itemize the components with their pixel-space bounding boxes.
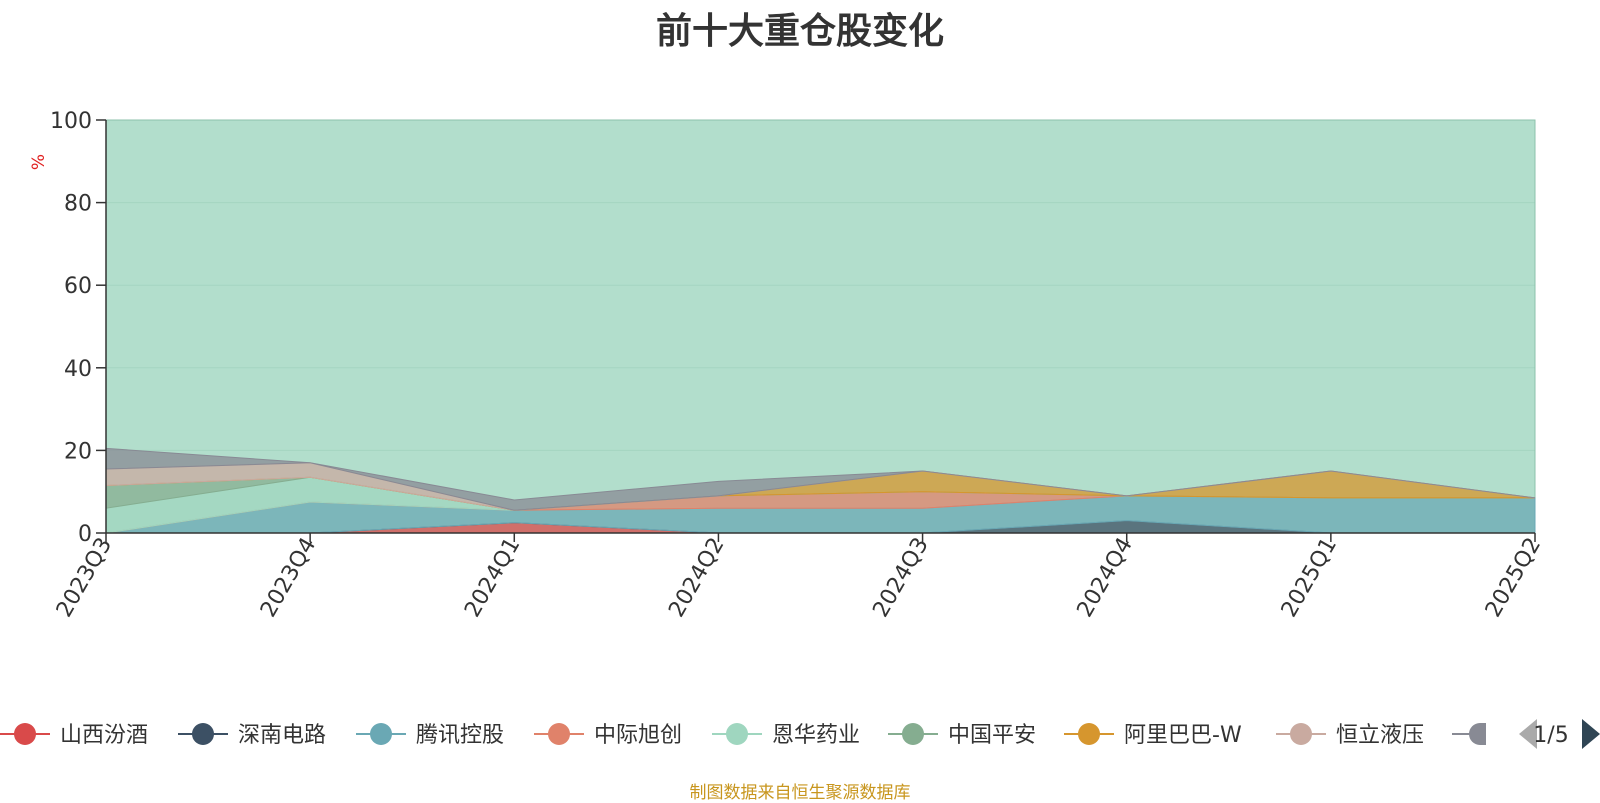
legend-marker [726, 723, 748, 745]
legend-item-5[interactable]: 中国平安 [888, 723, 1036, 748]
legend-marker [1469, 723, 1486, 745]
y-tick-label: 40 [64, 357, 92, 382]
y-tick-label: 0 [78, 522, 92, 547]
x-tick-label: 2024Q2 [664, 534, 729, 622]
legend: 山西汾酒 深南电路 腾讯控股 中际旭创 恩华药业 中国平安 阿里巴巴-W 恒立液压 1/5 [0, 719, 1600, 749]
legend-item-0[interactable]: 山西汾酒 [0, 723, 148, 748]
chart-title: 前十大重仓股变化 [655, 11, 944, 52]
legend-page-indicator: 1/5 [1533, 723, 1568, 748]
x-tick-label: 2025Q1 [1277, 534, 1342, 622]
legend-label: 阿里巴巴-W [1124, 723, 1242, 748]
legend-item-7[interactable]: 恒立液压 [1276, 723, 1424, 748]
legend-label: 中国平安 [948, 723, 1036, 748]
series-area-8 [105, 447, 1536, 511]
legend-item-2[interactable]: 腾讯控股 [356, 723, 504, 748]
area-series [105, 119, 1536, 534]
legend-label: 恩华药业 [772, 723, 860, 748]
y-tick-label: 100 [50, 109, 92, 134]
source-note: 制图数据来自恒生聚源数据库 [689, 783, 911, 803]
legend-item-6[interactable]: 阿里巴巴-W [1064, 723, 1242, 748]
legend-item-3[interactable]: 中际旭创 [534, 723, 682, 748]
legend-marker [192, 723, 214, 745]
y-tick-label: 80 [64, 192, 92, 217]
legend-marker [1078, 723, 1100, 745]
x-tick-label: 2024Q1 [460, 534, 525, 622]
legend-next-arrow-icon[interactable] [1582, 719, 1600, 749]
y-axis-label: % [29, 154, 49, 170]
legend-marker [14, 723, 36, 745]
x-tick-label: 2024Q3 [868, 534, 933, 622]
legend-marker [370, 723, 392, 745]
legend-item-8[interactable] [1452, 723, 1486, 745]
legend-label: 山西汾酒 [60, 723, 148, 748]
legend-marker [902, 723, 924, 745]
legend-item-4[interactable]: 恩华药业 [712, 723, 860, 748]
legend-marker [548, 723, 570, 745]
y-tick-label: 60 [64, 274, 92, 299]
legend-prev-arrow-icon[interactable] [1519, 719, 1537, 749]
x-tick-label: 2023Q4 [256, 534, 321, 622]
legend-marker [1290, 723, 1312, 745]
legend-item-1[interactable]: 深南电路 [178, 723, 326, 748]
y-tick-label: 20 [64, 439, 92, 464]
legend-label: 恒立液压 [1336, 723, 1424, 748]
x-tick-label: 2025Q2 [1481, 534, 1546, 622]
legend-label: 深南电路 [238, 723, 326, 748]
legend-label: 腾讯控股 [416, 723, 504, 748]
x-tick-label: 2024Q4 [1073, 534, 1138, 622]
legend-label: 中际旭创 [594, 723, 682, 748]
